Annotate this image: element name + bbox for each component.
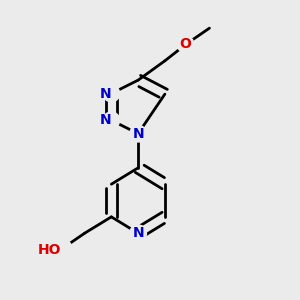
Circle shape [130, 125, 146, 142]
Text: N: N [100, 86, 111, 100]
Circle shape [177, 36, 194, 53]
Circle shape [103, 85, 120, 102]
Circle shape [50, 238, 72, 261]
Text: HO: HO [37, 243, 61, 256]
Text: N: N [100, 113, 111, 127]
Text: N: N [132, 127, 144, 141]
Circle shape [130, 225, 146, 242]
Text: O: O [180, 38, 192, 52]
Text: N: N [132, 226, 144, 240]
Circle shape [103, 112, 120, 129]
